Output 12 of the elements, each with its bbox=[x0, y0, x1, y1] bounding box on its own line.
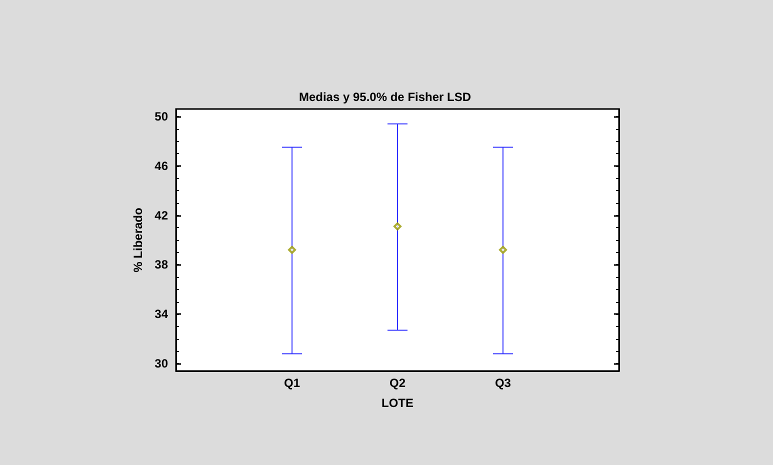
y-tick-label: 42 bbox=[154, 208, 168, 222]
y-tick-label: 38 bbox=[154, 258, 168, 272]
chart-title: Medias y 95.0% de Fisher LSD bbox=[298, 90, 472, 104]
x-tick-label: Q3 bbox=[494, 376, 512, 390]
x-tick-label: Q2 bbox=[389, 376, 406, 390]
y-axis-title: % Liberado bbox=[130, 208, 145, 272]
y-tick-label: 30 bbox=[154, 356, 168, 371]
y-tick-label: 34 bbox=[154, 307, 168, 322]
x-tick-label: Q1 bbox=[284, 376, 300, 390]
y-tick-label: 46 bbox=[154, 158, 168, 173]
x-axis-title: LOTE bbox=[382, 396, 414, 410]
y-tick-label: 50 bbox=[154, 109, 168, 124]
